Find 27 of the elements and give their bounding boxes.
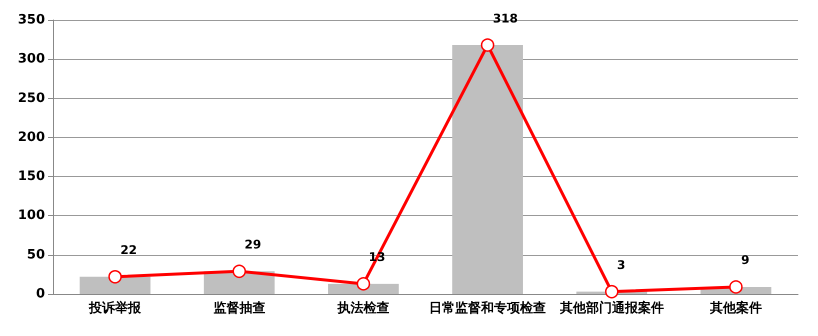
point <box>480 38 494 52</box>
data-label: 3 <box>617 258 626 272</box>
y-tick-label: 200 <box>18 130 45 145</box>
point <box>108 270 122 284</box>
x-tick-label: 日常监督和专项检查 <box>429 300 546 316</box>
y-tick-label: 250 <box>18 90 45 106</box>
y-tick-label: 350 <box>18 12 45 28</box>
point <box>356 277 370 291</box>
data-label: 318 <box>492 11 518 26</box>
point <box>232 264 246 278</box>
x-tick-label: 监督抽查 <box>213 300 266 316</box>
y-tick-label: 50 <box>26 247 45 262</box>
x-tick-label: 投诉举报 <box>88 300 142 316</box>
bar <box>452 45 523 294</box>
data-label: 29 <box>244 238 262 252</box>
data-label: 9 <box>741 253 750 268</box>
point <box>729 280 743 294</box>
y-tick-label: 300 <box>18 52 45 67</box>
y-tick-label: 100 <box>18 208 45 224</box>
x-tick-label: 执法检查 <box>336 301 390 316</box>
data-label: 22 <box>120 243 138 258</box>
bar <box>80 276 150 294</box>
point <box>605 284 618 298</box>
y-tick-label: 0 <box>36 286 45 302</box>
x-tick-label: 其他案件 <box>708 300 762 316</box>
x-tick-label: 其他部门通报案件 <box>558 300 664 316</box>
y-tick-label: 150 <box>18 169 45 184</box>
